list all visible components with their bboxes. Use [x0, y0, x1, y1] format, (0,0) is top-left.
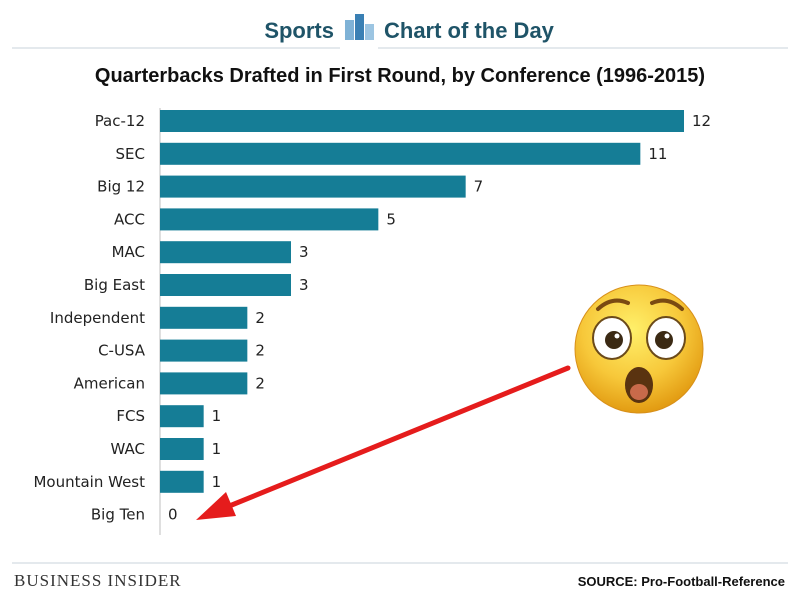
bar — [160, 175, 466, 198]
value-label: 12 — [692, 112, 711, 130]
value-label: 11 — [648, 145, 667, 163]
bar — [160, 470, 204, 493]
value-label: 2 — [255, 374, 265, 392]
bar — [160, 110, 684, 132]
category-label: Big Ten — [91, 506, 145, 524]
category-label: Big 12 — [97, 178, 145, 196]
business-insider-logo: BUSINESS INSIDER — [14, 571, 182, 590]
category-label: Mountain West — [33, 473, 145, 491]
value-label: 1 — [212, 440, 222, 458]
category-label: Pac-12 — [95, 112, 145, 130]
category-label: Independent — [50, 309, 145, 327]
value-label: 2 — [255, 342, 265, 360]
value-label: 1 — [212, 407, 222, 425]
bar — [160, 142, 641, 165]
value-label: 0 — [168, 506, 178, 524]
bar-chart-icon — [345, 14, 374, 40]
astonished-face-emoji — [574, 284, 704, 414]
category-label: MAC — [112, 243, 145, 261]
category-label: American — [74, 374, 145, 392]
bar — [160, 372, 248, 395]
bar — [160, 438, 204, 460]
value-label: 5 — [386, 210, 396, 228]
chart-title: Quarterbacks Drafted in First Round, by … — [95, 65, 705, 87]
value-label: 2 — [255, 309, 265, 327]
red-arrow — [196, 365, 571, 520]
category-label: C-USA — [98, 342, 146, 360]
category-label: Big East — [84, 276, 145, 294]
source-note: SOURCE: Pro-Football-Reference — [578, 574, 785, 589]
annotation — [196, 284, 704, 520]
brand-sports-label: Sports — [264, 18, 334, 43]
category-label: ACC — [114, 210, 145, 228]
value-label: 7 — [474, 178, 484, 196]
brand-chart-of-the-day-label: Chart of the Day — [384, 18, 555, 43]
value-label: 3 — [299, 276, 309, 294]
bar — [160, 208, 379, 231]
bar — [160, 306, 248, 329]
category-label: SEC — [116, 145, 145, 163]
header: Sports Chart of the Day — [12, 14, 788, 49]
bar — [160, 405, 204, 428]
category-label: WAC — [111, 440, 145, 458]
value-label: 3 — [299, 243, 309, 261]
bar — [160, 241, 291, 264]
value-label: 1 — [212, 473, 222, 491]
bar — [160, 274, 291, 296]
category-label: FCS — [116, 407, 145, 425]
bar — [160, 339, 248, 362]
